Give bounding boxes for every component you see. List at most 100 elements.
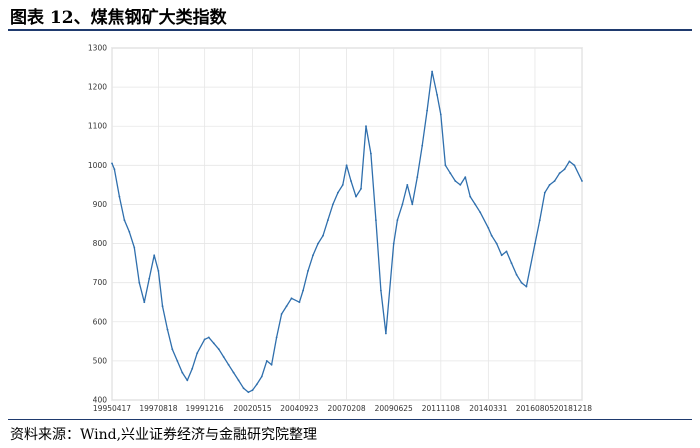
x-tick-label: 20090625 <box>375 404 413 413</box>
x-tick-label: 20020515 <box>233 404 271 413</box>
x-tick-label: 20181218 <box>554 404 592 413</box>
y-tick-label: 700 <box>93 278 108 287</box>
data-point <box>186 379 189 382</box>
data-point <box>548 184 551 186</box>
y-tick-label: 600 <box>93 317 108 326</box>
plot-frame <box>111 47 583 401</box>
data-point <box>573 164 576 167</box>
data-point <box>196 352 199 354</box>
data-point <box>426 109 428 112</box>
data-point <box>260 375 263 378</box>
data-point <box>396 219 399 222</box>
data-point <box>265 360 268 362</box>
data-point <box>505 250 508 253</box>
data-point <box>255 383 258 386</box>
data-point <box>307 270 309 272</box>
data-point <box>360 187 362 190</box>
data-point <box>401 203 404 206</box>
data-point <box>171 348 174 351</box>
title-rule <box>8 29 692 31</box>
y-tick-label: 1200 <box>88 83 107 92</box>
y-tick-label: 1000 <box>88 161 107 170</box>
data-point <box>355 195 357 198</box>
data-point <box>350 180 352 182</box>
data-point <box>191 367 194 370</box>
data-point <box>380 289 382 292</box>
data-point <box>449 172 452 175</box>
data-point <box>111 162 113 165</box>
data-point <box>227 363 230 366</box>
data-point <box>203 338 206 341</box>
data-point <box>538 219 541 222</box>
data-point <box>416 176 419 179</box>
data-point <box>280 313 283 315</box>
y-tick-label: 800 <box>93 239 108 248</box>
data-point <box>312 254 314 257</box>
grid <box>111 47 583 401</box>
data-point <box>251 389 254 392</box>
data-point <box>232 371 235 374</box>
data-point <box>525 285 528 288</box>
data-point <box>222 356 225 358</box>
data-point <box>459 184 462 186</box>
data-point <box>332 203 334 206</box>
data-point <box>495 242 498 245</box>
data-point <box>138 281 141 284</box>
data-point <box>176 360 179 362</box>
data-point <box>298 301 301 304</box>
data-point <box>133 246 136 249</box>
data-point <box>143 301 146 304</box>
x-tick-label: 20140331 <box>469 404 507 413</box>
data-point <box>510 262 513 264</box>
x-axis-ticks: 19950417 19970818 19991216 20020515 20040923… <box>93 404 592 413</box>
y-tick-label: 900 <box>93 200 108 209</box>
data-point <box>375 219 377 222</box>
data-point <box>242 387 245 390</box>
data-point <box>302 289 304 292</box>
data-point <box>285 305 288 307</box>
x-tick-label: 20070208 <box>327 404 365 413</box>
data-point <box>113 168 116 171</box>
data-point <box>275 336 278 339</box>
data-point <box>558 172 561 175</box>
figure-title: 图表 12、煤焦钢矿大类指数 <box>10 8 227 28</box>
data-point <box>317 242 319 245</box>
data-point <box>365 125 367 128</box>
data-point <box>421 144 424 147</box>
data-point <box>345 164 348 167</box>
data-point <box>247 391 250 394</box>
data-point <box>553 180 556 182</box>
data-point <box>568 160 571 163</box>
data-point <box>490 234 493 237</box>
data-point <box>392 242 395 245</box>
data-point <box>217 348 220 351</box>
data-point <box>406 184 409 186</box>
data-point <box>118 195 121 198</box>
y-tick-label: 400 <box>93 396 108 405</box>
source-note: 资料来源：Wind,兴业证券经济与金融研究院整理 <box>10 427 318 443</box>
data-point <box>444 164 447 167</box>
data-point <box>370 152 372 155</box>
data-point <box>166 328 169 331</box>
data-point <box>581 180 583 182</box>
data-point <box>128 230 131 233</box>
x-tick-label: 20040923 <box>280 404 318 413</box>
y-tick-label: 1300 <box>88 44 107 53</box>
data-point <box>270 363 273 366</box>
data-point <box>207 336 210 339</box>
data-point <box>153 254 156 257</box>
y-tick-label: 1100 <box>88 122 107 131</box>
data-point <box>385 332 387 335</box>
data-point <box>337 191 339 194</box>
data-point <box>431 70 433 73</box>
chart: 400 500 600 700 800 900 1000 1100 1200 1300 19950… <box>88 44 592 414</box>
data-point <box>157 270 160 272</box>
x-tick-label: 19970818 <box>139 404 177 413</box>
data-point <box>474 203 477 206</box>
x-tick-label: 19950417 <box>93 404 131 413</box>
data-point <box>290 297 293 300</box>
y-tick-label: 500 <box>93 356 108 365</box>
data-point <box>563 168 566 171</box>
data-point <box>515 273 518 276</box>
data-point <box>534 242 536 245</box>
